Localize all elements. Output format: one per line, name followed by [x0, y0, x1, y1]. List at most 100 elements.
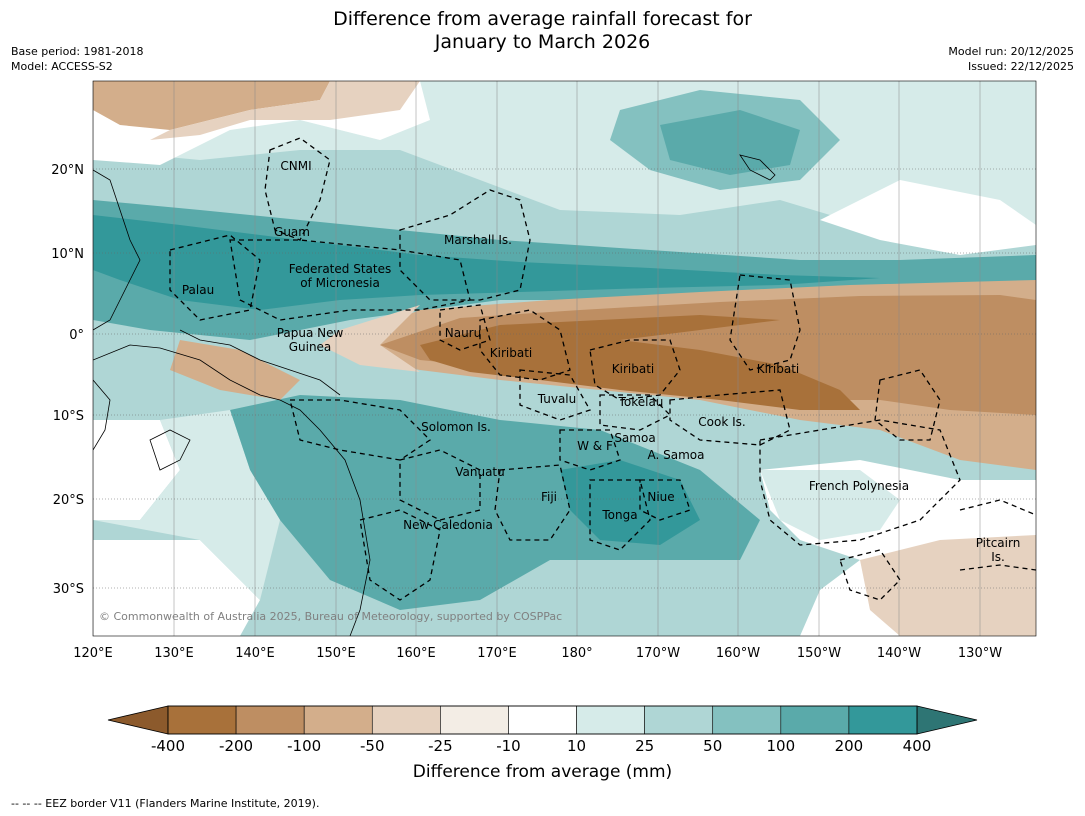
label-vanuatu: Vanuatu — [455, 465, 505, 479]
label-pitcairn-1: Pitcairn — [976, 536, 1021, 550]
y-tick: 10°S — [53, 409, 84, 424]
colorbar-segment — [440, 705, 509, 735]
x-tick: 160°E — [396, 646, 436, 661]
label-french-polynesia: French Polynesia — [809, 479, 909, 493]
colorbar-over-arrow — [916, 705, 978, 735]
label-tokelau: Tokelau — [618, 395, 664, 409]
y-tick: 30°S — [53, 582, 84, 597]
colorbar-segment — [508, 705, 577, 735]
y-tick: 10°N — [51, 247, 84, 262]
colorbar-frame — [167, 705, 918, 735]
colorbar-tick-label: 100 — [766, 737, 796, 755]
label-guam: Guam — [274, 225, 310, 239]
x-tick: 160°W — [716, 646, 760, 661]
label-samoa: Samoa — [614, 431, 655, 445]
colorbar-tick-label: 200 — [834, 737, 864, 755]
title-line-1: Difference from average rainfall forecas… — [333, 8, 752, 30]
y-tick: 0° — [69, 328, 84, 343]
label-nauru: Nauru — [445, 326, 481, 340]
colorbar-segment — [780, 705, 850, 735]
base-info: Base period: 1981-2018 Model: ACCESS-S2 — [11, 44, 143, 74]
label-png-2: Guinea — [289, 340, 332, 354]
colorbar-tick-label: -100 — [287, 737, 322, 755]
west-light — [93, 410, 280, 600]
colorbar-segment — [303, 705, 373, 735]
label-kiribati-east: Kiribati — [757, 362, 799, 376]
label-fiji: Fiji — [541, 490, 557, 504]
southeast-light — [760, 470, 900, 540]
title-line-2: January to March 2026 — [434, 31, 651, 53]
south-teal — [230, 395, 760, 610]
south-teal-dark — [560, 460, 700, 545]
coastlines — [93, 154, 776, 636]
region-labels: CNMI Guam Marshall Is. Federated States … — [182, 159, 1020, 564]
colorbar-tick-label: -25 — [428, 737, 453, 755]
x-tick: 140°E — [235, 646, 275, 661]
label-wallis-futuna: W & F — [577, 439, 613, 453]
png-dry — [170, 340, 300, 400]
chart-title: Difference from average rainfall forecas… — [0, 8, 1085, 54]
x-tick: 140°W — [877, 646, 921, 661]
eez-borders — [169, 137, 1036, 601]
label-pitcairn-2: Is. — [991, 550, 1005, 564]
label-tuvalu: Tuvalu — [537, 392, 577, 406]
colorbar-segment — [712, 705, 782, 735]
label-niue: Niue — [647, 490, 674, 504]
equatorial-dry-dark — [420, 315, 860, 410]
colorbar-tick-label: 25 — [635, 737, 655, 755]
label-marshall: Marshall Is. — [444, 233, 512, 247]
map-plot-area: © Commonwealth of Australia 2025, Bureau… — [93, 81, 1036, 636]
colorbar-title: Difference from average (mm) — [412, 762, 673, 782]
base-period: Base period: 1981-2018 — [11, 45, 144, 58]
southeast-light-brown — [860, 535, 1036, 636]
label-american-samoa: A. Samoa — [648, 448, 705, 462]
label-png-1: Papua New — [277, 326, 344, 340]
colorbar-tick-label: -200 — [219, 737, 254, 755]
colorbar-segment — [167, 705, 237, 735]
x-tick: 170°E — [477, 646, 517, 661]
northwest-light-brown — [150, 81, 420, 140]
colorbar-segment — [235, 705, 305, 735]
colorbar-tick-label: -50 — [360, 737, 385, 755]
x-tick: 150°W — [797, 646, 841, 661]
equatorial-dry-edge — [320, 305, 420, 372]
colorbar-under-arrow — [107, 705, 169, 735]
label-palau: Palau — [182, 283, 214, 297]
colorbar-tick-label: 400 — [902, 737, 932, 755]
x-tick: 180° — [561, 646, 592, 661]
colorbar-segment — [644, 705, 714, 735]
itcz-band-dark — [93, 215, 880, 310]
colorbar-tick-label: 50 — [703, 737, 723, 755]
issued-date: Issued: 22/12/2025 — [967, 60, 1074, 73]
label-solomon: Solomon Is. — [421, 420, 491, 434]
y-tick: 20°N — [51, 163, 84, 178]
label-kiribati-west: Kiribati — [490, 346, 532, 360]
map-frame — [92, 80, 1037, 637]
x-tick: 130°W — [958, 646, 1002, 661]
x-tick: 170°W — [636, 646, 680, 661]
model-name: Model: ACCESS-S2 — [11, 60, 113, 73]
west-white — [93, 420, 260, 636]
x-tick: 150°E — [316, 646, 356, 661]
colorbar-tick-label: -400 — [150, 737, 186, 755]
colorbar-segment — [371, 705, 441, 735]
label-tonga: Tonga — [601, 508, 637, 522]
y-axis-ticks: 20°N 10°N 0° 10°S 20°S 30°S — [51, 163, 84, 597]
copyright-notice: © Commonwealth of Australia 2025, Bureau… — [99, 610, 562, 623]
model-run: Model run: 20/12/2025 — [948, 45, 1074, 58]
colorbar-segment — [848, 705, 918, 735]
north-white-patches — [93, 81, 1036, 255]
northwest-brown — [93, 81, 330, 130]
x-axis-ticks: 120°E 130°E 140°E 150°E 160°E 170°E 180°… — [73, 646, 1002, 661]
label-new-caledonia: New Caledonia — [403, 518, 493, 532]
label-cnmi: CNMI — [280, 159, 311, 173]
label-cook: Cook Is. — [698, 415, 745, 429]
label-fsm-2: of Micronesia — [300, 276, 380, 290]
colorbar — [107, 705, 978, 735]
label-kiribati-central: Kiribati — [612, 362, 654, 376]
north-teal-cell-dark — [660, 110, 800, 175]
colorbar-tick-label: -10 — [496, 737, 521, 755]
parallels — [93, 168, 1036, 589]
run-info: Model run: 20/12/2025 Issued: 22/12/2025 — [948, 44, 1074, 74]
